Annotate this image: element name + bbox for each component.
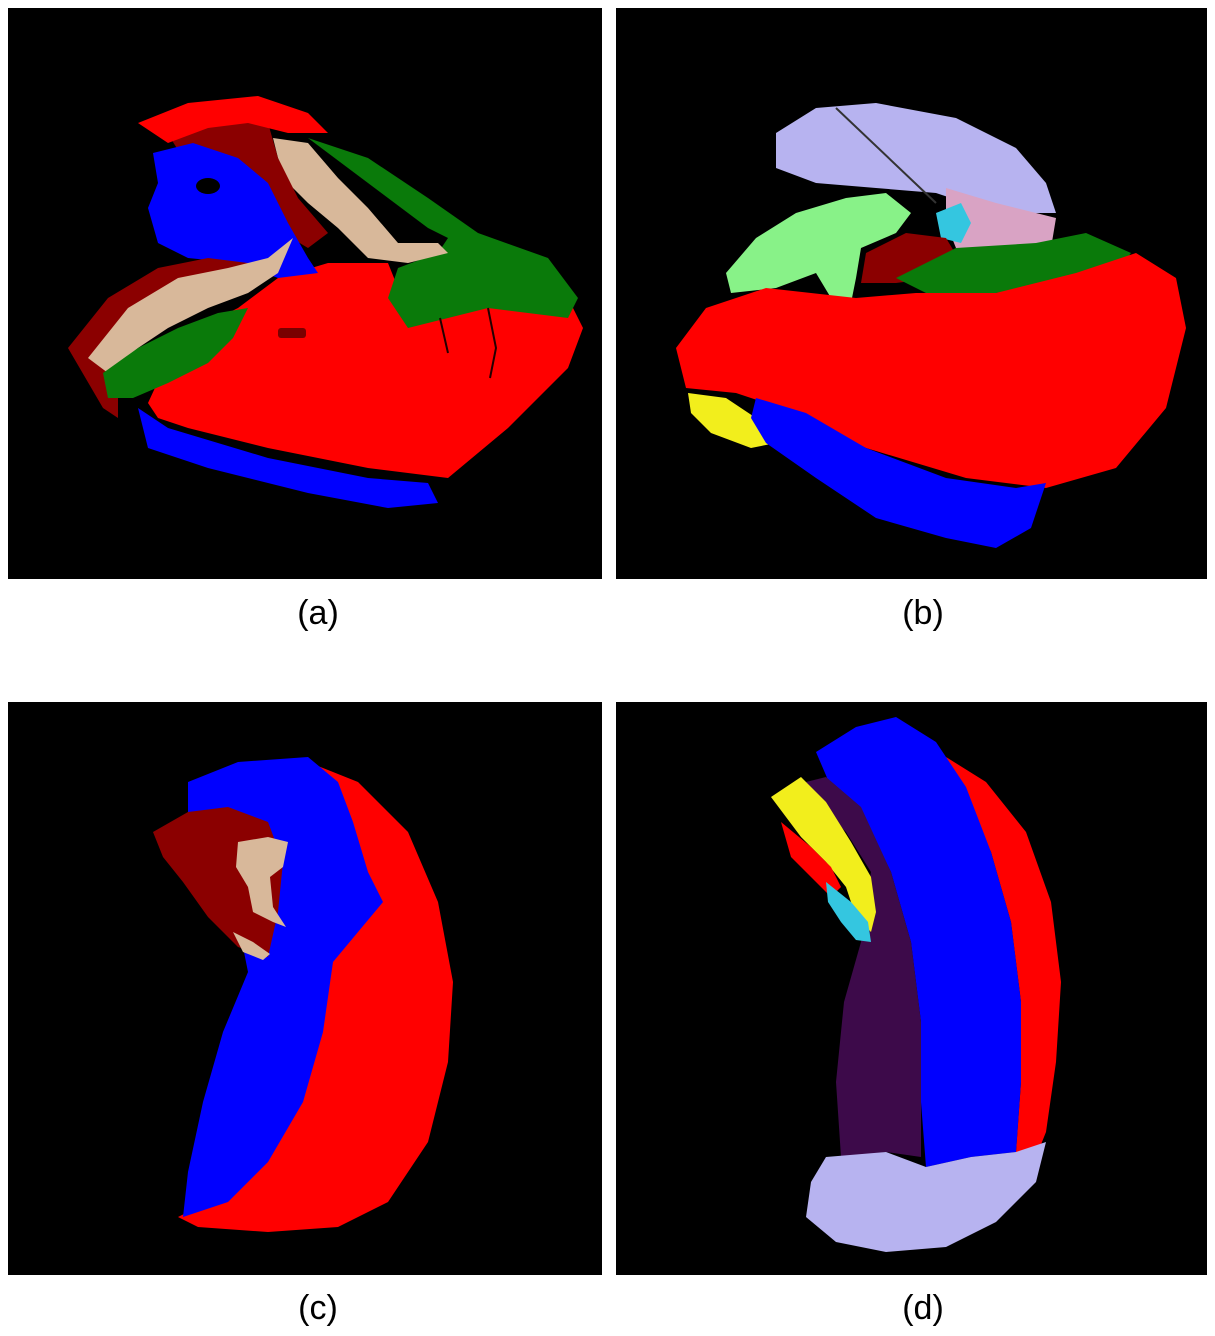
panel-c-render	[8, 702, 602, 1275]
panel-b-caption: (b)	[843, 593, 1003, 633]
render-d-3d-surface	[616, 702, 1207, 1275]
panel-b-render	[616, 8, 1207, 579]
render-a-3d-surface	[8, 8, 602, 579]
dark-spot	[278, 328, 306, 338]
lavender-region	[776, 103, 1056, 213]
panel-d-caption: (d)	[843, 1288, 1003, 1328]
hole-shape	[196, 178, 220, 194]
panel-c-caption: (c)	[238, 1288, 398, 1328]
panel-a-render	[8, 8, 602, 579]
render-b-3d-surface	[616, 8, 1207, 579]
panel-a-caption: (a)	[238, 593, 398, 633]
render-c-3d-surface	[8, 702, 602, 1275]
panel-d-render	[616, 702, 1207, 1275]
